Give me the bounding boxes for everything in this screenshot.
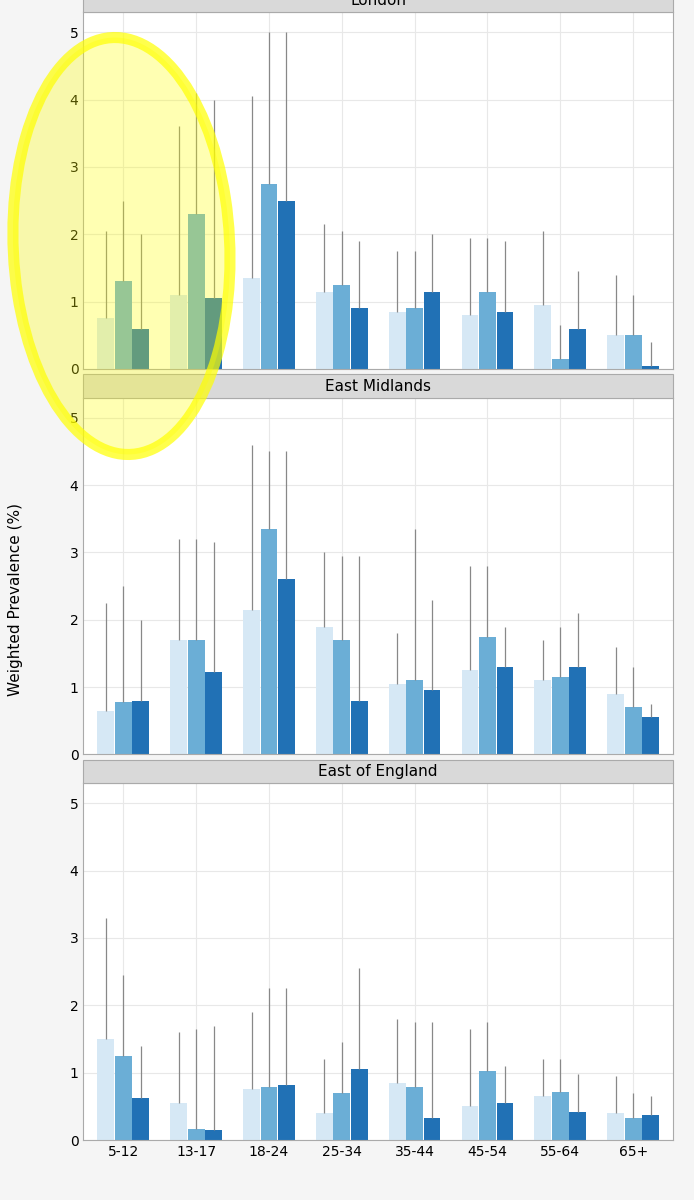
Bar — [625, 335, 641, 368]
Bar — [569, 1111, 586, 1140]
Bar — [316, 1114, 332, 1140]
Bar — [479, 1072, 496, 1140]
Bar — [115, 1056, 132, 1140]
Bar — [188, 214, 205, 368]
Bar — [133, 329, 149, 368]
Bar — [534, 305, 551, 368]
Bar — [389, 312, 405, 368]
Bar — [261, 529, 278, 755]
Bar — [333, 1093, 350, 1140]
FancyBboxPatch shape — [83, 0, 673, 12]
Bar — [188, 640, 205, 755]
FancyBboxPatch shape — [83, 760, 673, 784]
Bar — [625, 707, 641, 755]
Bar — [333, 640, 350, 755]
Bar — [170, 295, 187, 368]
Bar — [97, 710, 115, 755]
Bar — [170, 1103, 187, 1140]
Bar — [316, 292, 332, 368]
Bar — [642, 718, 659, 755]
Bar — [552, 1092, 568, 1140]
Bar — [569, 667, 586, 755]
Bar — [389, 684, 405, 755]
Bar — [188, 1128, 205, 1140]
Bar — [424, 1118, 441, 1140]
Bar — [97, 1039, 115, 1140]
FancyBboxPatch shape — [83, 374, 673, 397]
Bar — [642, 366, 659, 368]
Text: London: London — [350, 0, 406, 8]
Bar — [243, 610, 260, 755]
Bar — [278, 580, 295, 755]
Bar — [534, 680, 551, 755]
Bar — [261, 184, 278, 368]
Bar — [205, 299, 222, 368]
Bar — [205, 1130, 222, 1140]
Bar — [406, 1087, 423, 1140]
Bar — [351, 1069, 368, 1140]
Bar — [389, 1082, 405, 1140]
Bar — [607, 1114, 624, 1140]
Bar — [625, 1118, 641, 1140]
Bar — [497, 312, 514, 368]
Bar — [552, 677, 568, 755]
Text: East of England: East of England — [319, 764, 438, 779]
Text: Weighted Prevalence (%): Weighted Prevalence (%) — [8, 504, 23, 696]
Bar — [170, 640, 187, 755]
Bar — [278, 200, 295, 368]
Bar — [316, 626, 332, 755]
Bar — [479, 292, 496, 368]
Bar — [552, 359, 568, 368]
Bar — [642, 1115, 659, 1140]
Bar — [607, 335, 624, 368]
Bar — [115, 282, 132, 368]
Bar — [333, 284, 350, 368]
Bar — [462, 316, 478, 368]
Bar — [243, 278, 260, 368]
Bar — [261, 1087, 278, 1140]
Bar — [607, 694, 624, 755]
Bar — [424, 690, 441, 755]
Bar — [497, 1103, 514, 1140]
Bar — [406, 680, 423, 755]
Bar — [406, 308, 423, 368]
Bar — [479, 637, 496, 755]
Bar — [534, 1097, 551, 1140]
Bar — [351, 308, 368, 368]
Bar — [205, 672, 222, 755]
Bar — [462, 1106, 478, 1140]
Bar — [133, 701, 149, 755]
Bar — [497, 667, 514, 755]
Bar — [351, 701, 368, 755]
Bar — [278, 1085, 295, 1140]
Text: East Midlands: East Midlands — [325, 378, 431, 394]
Bar — [424, 292, 441, 368]
Bar — [462, 671, 478, 755]
Bar — [569, 329, 586, 368]
Bar — [243, 1090, 260, 1140]
Bar — [133, 1098, 149, 1140]
Bar — [97, 318, 115, 368]
Bar — [115, 702, 132, 755]
